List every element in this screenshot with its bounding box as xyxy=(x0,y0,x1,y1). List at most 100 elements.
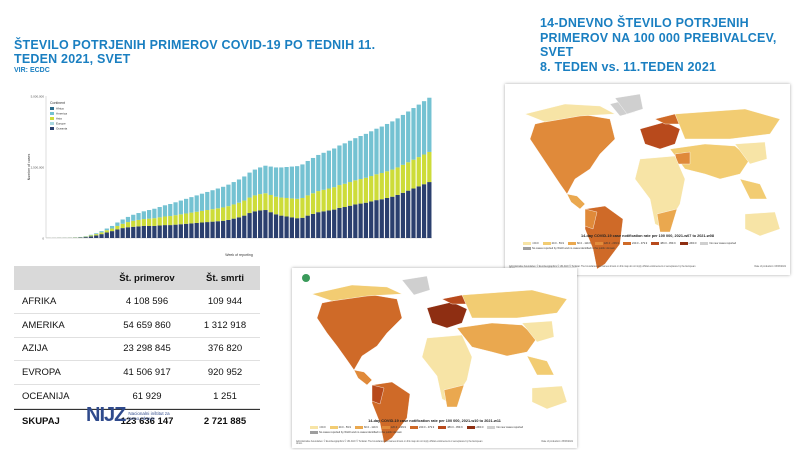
bar-america xyxy=(157,207,162,218)
bar-america xyxy=(295,166,300,199)
bar-asia xyxy=(273,196,279,215)
bar-europe xyxy=(347,205,353,238)
bar-america xyxy=(305,160,310,196)
table-row: OCEANIJA 61 929 1 251 xyxy=(14,385,260,409)
bar-asia xyxy=(173,215,178,225)
bar-europe xyxy=(152,225,157,238)
bar-europe xyxy=(162,225,168,238)
bar-america xyxy=(162,205,168,217)
bar-asia xyxy=(136,219,141,227)
bar-asia xyxy=(231,204,236,219)
bar-europe xyxy=(99,234,104,238)
bar-europe xyxy=(125,227,131,238)
bar-europe xyxy=(221,220,226,238)
bar-asia xyxy=(295,198,300,219)
bar-asia xyxy=(146,218,152,226)
table-cell-region: AFRIKA xyxy=(22,295,57,307)
nijz-logo-mark: NIJZ xyxy=(86,404,126,426)
legend-item: No cases reported by WHO and no cases id… xyxy=(523,247,615,250)
bar-asia xyxy=(120,223,125,229)
legend-label: Africa xyxy=(56,107,64,111)
table-cell-region: OCEANIJA xyxy=(22,391,70,403)
bar-america xyxy=(369,131,374,177)
bar-asia xyxy=(210,209,215,222)
bar-america xyxy=(273,167,279,197)
bar-asia xyxy=(326,188,332,211)
bar-europe xyxy=(273,214,279,238)
map-bottom-caption: 14-day COVID-19 case notification rate p… xyxy=(368,419,501,423)
bar-europe xyxy=(247,213,252,238)
bar-asia xyxy=(310,193,316,214)
bar-america xyxy=(411,108,416,160)
bar-america xyxy=(268,166,273,195)
bar-asia xyxy=(252,195,257,212)
bar-europe xyxy=(411,188,416,238)
bar-asia xyxy=(332,187,337,210)
bar-america xyxy=(400,114,406,165)
bar-europe xyxy=(374,200,379,238)
right-slide-title: 14-DNEVNO ŠTEVILO POTRJENIH PRIMEROV NA … xyxy=(540,16,777,74)
bar-chart-svg: 0 2,500,000 5,000,000 Number of cases Week o… xyxy=(27,95,432,257)
bar-asia xyxy=(369,176,374,202)
legend-item: 480.0 - 959.9 xyxy=(438,426,463,429)
bar-europe xyxy=(226,219,231,238)
bar-europe xyxy=(353,204,358,238)
bar-america xyxy=(136,213,141,220)
table-total-row: SKUPAJ 123 636 147 2 721 885 xyxy=(14,408,260,433)
bar-america xyxy=(384,123,390,172)
bar-america xyxy=(421,101,427,155)
bar-europe xyxy=(104,232,109,238)
bar-europe xyxy=(120,228,125,238)
legend-item: 60.0 - 119.9 xyxy=(354,426,378,429)
bar-asia xyxy=(358,179,363,204)
bar-asia xyxy=(184,213,189,224)
bar-america xyxy=(416,104,421,158)
bar-asia xyxy=(178,214,183,225)
bar-asia xyxy=(215,208,220,222)
map-top-legend: <20.0 20.0 - 59.9 60.0 - 119.9 120.0 - 2… xyxy=(523,242,773,250)
nijz-logo-text: Nacionalni inštitut za javno zdravje xyxy=(128,410,170,421)
table-cell-region: AZIJA xyxy=(22,343,48,355)
bar-asia xyxy=(194,211,199,223)
table-row: AZIJA 23 298 845 376 820 xyxy=(14,338,260,362)
bar-america xyxy=(184,198,189,214)
table-cell-cases: 41 506 917 xyxy=(123,367,171,379)
bar-europe xyxy=(242,215,247,238)
bar-asia xyxy=(384,171,390,198)
bar-asia xyxy=(395,167,400,195)
bar-europe xyxy=(157,225,162,238)
table-cell-deaths: 920 952 xyxy=(207,367,243,379)
bar-europe xyxy=(305,215,310,238)
bar-europe xyxy=(332,209,337,238)
bar-asia xyxy=(141,219,146,226)
bar-europe xyxy=(136,226,141,238)
bar-europe xyxy=(379,199,384,238)
bar-asia xyxy=(263,193,268,211)
table-cell-cases: 61 929 xyxy=(132,391,162,403)
bar-europe xyxy=(178,224,183,238)
bar-asia xyxy=(390,169,395,197)
world-map-week11-svg xyxy=(292,268,577,448)
bar-asia xyxy=(104,230,109,233)
bar-america xyxy=(194,195,199,212)
bar-asia xyxy=(337,185,342,208)
bar-america xyxy=(242,176,247,201)
bar-america xyxy=(231,182,236,205)
bar-asia xyxy=(406,162,411,191)
world-map-week11: 14-day COVID-19 case notification rate p… xyxy=(292,268,577,448)
bar-america xyxy=(427,97,432,152)
legend-label: Europe xyxy=(56,122,66,126)
table-row: AMERIKA 54 659 860 1 312 918 xyxy=(14,314,260,338)
bar-america xyxy=(226,184,231,207)
bar-asia xyxy=(279,197,284,216)
bar-europe xyxy=(316,212,321,238)
bar-america xyxy=(300,164,305,198)
bar-america xyxy=(310,157,316,194)
table-total-deaths: 2 721 885 xyxy=(203,415,247,427)
bar-asia xyxy=(342,183,347,208)
legend-title: Continent xyxy=(50,101,65,105)
bar-europe xyxy=(390,196,395,238)
bar-asia xyxy=(268,194,273,213)
legend-item: 20.0 - 59.9 xyxy=(329,426,351,429)
world-map-week8: 14-day COVID-19 case notification rate p… xyxy=(505,84,790,275)
